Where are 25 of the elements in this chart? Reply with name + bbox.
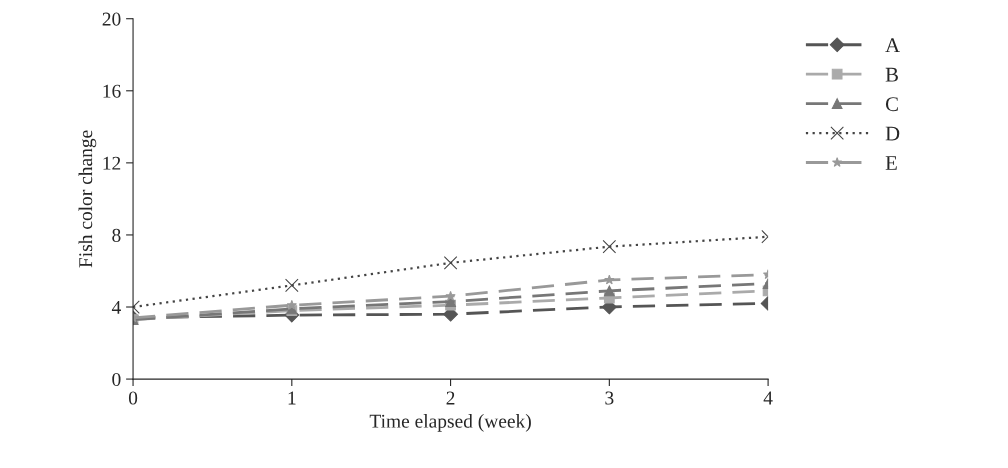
point — [603, 285, 615, 297]
y-tick-label: 16 — [103, 84, 121, 98]
point — [602, 239, 617, 254]
x-tick-label: 3 — [605, 391, 614, 405]
x-tick-label: 4 — [763, 391, 773, 405]
x-tick-label: 2 — [446, 391, 455, 405]
x-axis-title: Time elapsed (week) — [369, 414, 531, 432]
legend-label: A — [885, 38, 900, 53]
x-tick-label: 1 — [288, 391, 296, 405]
y-tick-label: 12 — [103, 156, 121, 170]
legend-label: E — [885, 156, 897, 170]
y-tick-label: 4 — [111, 300, 121, 314]
y-axis-title: Fish color change — [78, 130, 97, 268]
point — [604, 274, 615, 285]
y-tick-label: 8 — [112, 228, 121, 242]
point — [285, 278, 299, 293]
point — [443, 256, 458, 270]
y-tick-label: 0 — [112, 372, 121, 387]
y-tick-label: 20 — [102, 12, 121, 26]
x-tick-label: 0 — [128, 391, 138, 405]
point — [445, 290, 456, 301]
legend-label: B — [885, 67, 898, 82]
point — [286, 299, 297, 310]
legend-label: C — [885, 97, 898, 112]
legend-label: D — [885, 126, 900, 141]
